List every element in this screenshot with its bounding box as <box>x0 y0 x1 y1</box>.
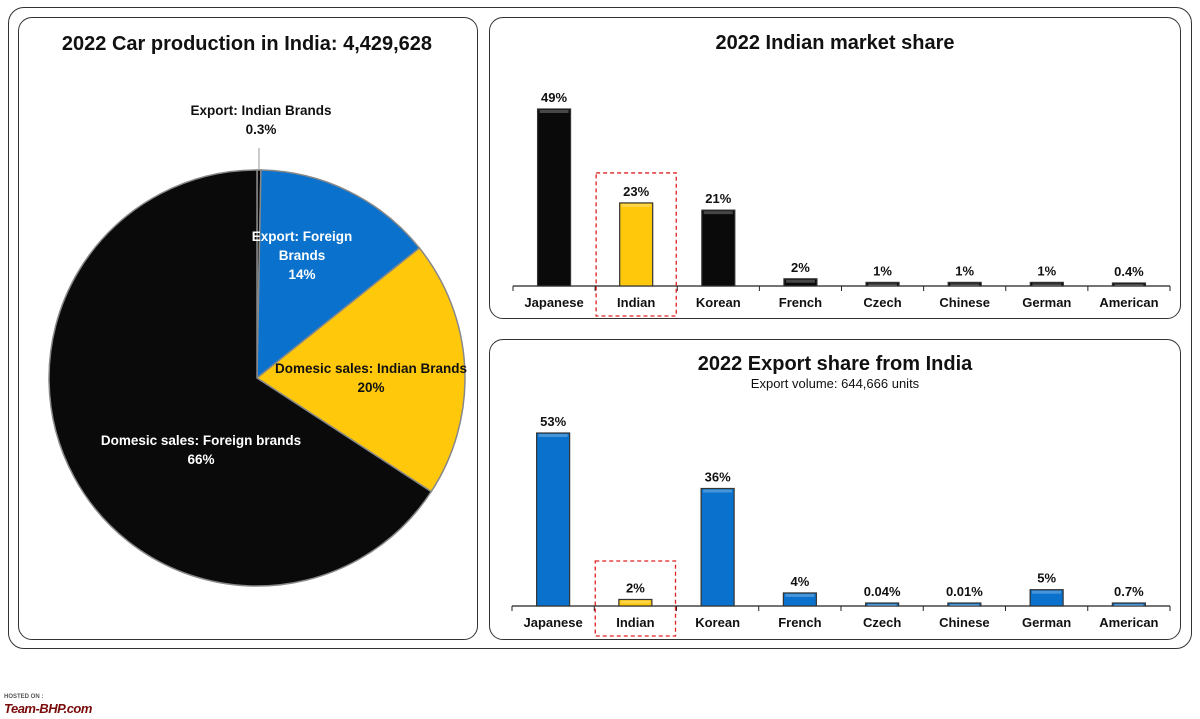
pie-slice-pct-label: 14% <box>288 267 315 282</box>
pie-slice <box>256 169 421 380</box>
pie-slice <box>255 246 466 493</box>
bar-sheen <box>949 604 979 606</box>
pie-slice-pct-label: 20% <box>357 380 384 395</box>
bar-sheen <box>539 110 569 113</box>
bar <box>619 202 654 287</box>
pie-panel: 2022 Car production in India: 4,429,628 … <box>18 17 478 640</box>
pie-slice-label: Domesic sales: Foreign brands <box>101 433 301 448</box>
bar <box>700 487 735 607</box>
bar <box>783 278 818 287</box>
bar <box>1029 281 1064 287</box>
bar-sheen <box>703 211 733 215</box>
bar-sheen <box>1114 604 1144 606</box>
market-share-chart: 2022 Indian market share 49% Japanese 23% I… <box>512 32 1171 317</box>
bar-value-label: 23% <box>623 184 649 199</box>
highlight-box <box>595 172 677 317</box>
pie-slice-pct-label: 66% <box>187 452 214 467</box>
pie-slice <box>48 169 433 587</box>
bar-sheen <box>785 279 815 283</box>
highlight-box <box>594 560 677 637</box>
category-tick-label: German <box>1022 295 1071 310</box>
pie-slice-pct-label: 0.3% <box>246 122 277 137</box>
category-tick-label: Korean <box>696 295 741 310</box>
bar-value-label: 0.04% <box>864 584 901 599</box>
category-tick-label: Indian <box>617 295 655 310</box>
pie-slice-label: Domesic sales: Indian Brands <box>275 361 467 376</box>
bar <box>947 602 982 607</box>
bar <box>865 602 900 607</box>
pie-slice-label: Export: Foreign <box>252 229 353 244</box>
category-tick-label: French <box>779 295 822 310</box>
bar <box>536 108 572 287</box>
export-share-panel: 2022 Export share from India Export volu… <box>489 339 1181 640</box>
market-share-title: 2022 Indian market share <box>715 32 954 54</box>
bar-value-label: 0.01% <box>946 584 983 599</box>
bar-value-label: 2% <box>791 260 810 275</box>
bar-value-label: 4% <box>790 574 809 589</box>
bar-sheen <box>1032 283 1062 286</box>
bar-sheen <box>1032 590 1062 594</box>
category-tick-label: French <box>778 615 821 630</box>
category-tick-label: Korean <box>695 615 740 630</box>
watermark-hosted-label: HOSTED ON : <box>4 694 44 700</box>
bar-value-label: 1% <box>1037 263 1056 278</box>
category-tick-label: Czech <box>863 295 901 310</box>
bar-sheen <box>621 203 651 207</box>
bar-value-label: 21% <box>705 191 731 206</box>
bar-sheen <box>950 283 980 286</box>
bar-value-label: 49% <box>541 90 567 105</box>
category-tick-label: Czech <box>863 615 901 630</box>
export-share-chart: 2022 Export share from India Export volu… <box>511 353 1171 637</box>
pie-chart: 2022 Car production in India: 4,429,628 … <box>48 33 467 587</box>
category-tick-label: American <box>1099 295 1158 310</box>
bar-sheen <box>867 604 897 606</box>
bar-sheen <box>785 593 815 597</box>
export-share-subtitle: Export volume: 644,666 units <box>751 376 920 391</box>
bar-value-label: 0.4% <box>1114 264 1144 279</box>
bar-sheen <box>538 434 568 437</box>
bar-sheen <box>1114 284 1144 286</box>
pie-slice-label: Export: Indian Brands <box>190 103 331 118</box>
bar-value-label: 5% <box>1037 571 1056 586</box>
category-tick-label: German <box>1022 615 1071 630</box>
bar-value-label: 0.7% <box>1114 584 1144 599</box>
bar-value-label: 2% <box>626 580 645 595</box>
category-tick-label: Japanese <box>524 295 583 310</box>
market-share-panel: 2022 Indian market share 49% Japanese 23% I… <box>489 17 1181 319</box>
bar-value-label: 1% <box>873 263 892 278</box>
bar <box>782 592 817 607</box>
bar <box>1111 602 1146 607</box>
category-tick-label: Japanese <box>523 615 582 630</box>
bar-value-label: 36% <box>705 469 731 484</box>
bar-sheen <box>703 489 733 493</box>
bar <box>865 281 900 287</box>
bar <box>701 209 736 287</box>
bar <box>947 281 982 287</box>
bar-sheen <box>868 283 898 286</box>
bar <box>1111 282 1147 287</box>
outer-frame <box>8 7 1192 649</box>
bar <box>618 598 653 607</box>
bar-value-label: 53% <box>540 414 566 429</box>
category-tick-label: Chinese <box>939 295 990 310</box>
export-share-title: 2022 Export share from India <box>698 353 973 375</box>
bar <box>1029 589 1064 607</box>
bar-sheen <box>620 600 650 604</box>
category-tick-label: Chinese <box>939 615 990 630</box>
bar <box>536 432 571 607</box>
category-tick-label: American <box>1099 615 1158 630</box>
watermark-logo: Team-BHP.com <box>4 701 92 716</box>
pie-title: 2022 Car production in India: 4,429,628 <box>62 33 432 55</box>
category-tick-label: Indian <box>616 615 654 630</box>
bar-value-label: 1% <box>955 263 974 278</box>
pie-slice-label: Brands <box>279 248 326 263</box>
